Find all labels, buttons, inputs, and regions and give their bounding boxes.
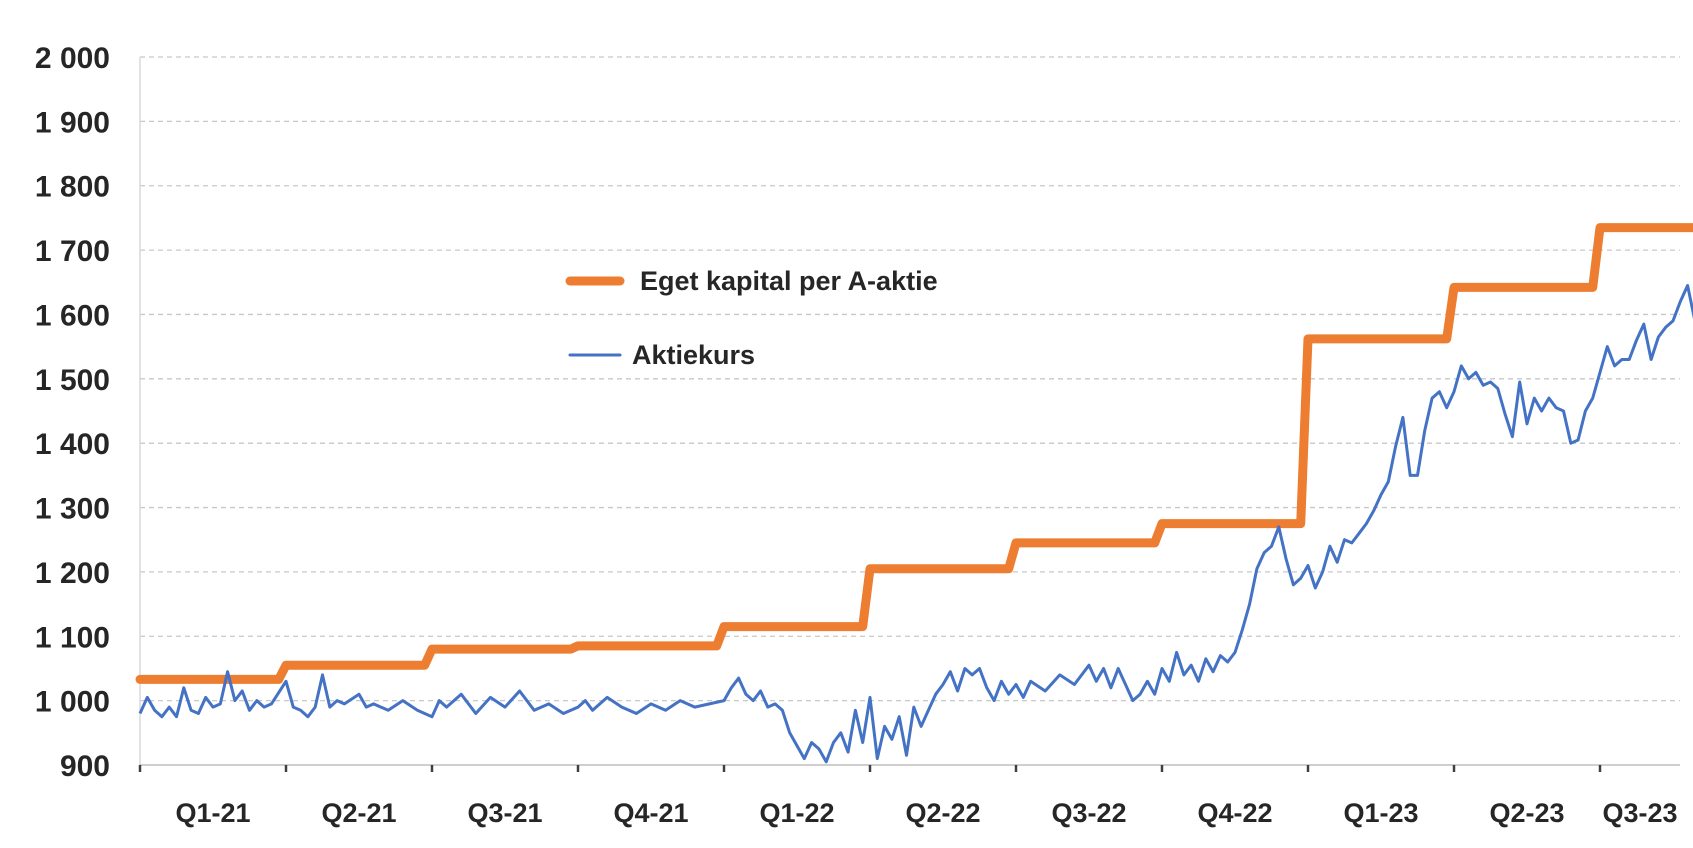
legend: Eget kapital per A-aktie Aktiekurs: [565, 266, 938, 370]
series-line-share-price: [138, 284, 1693, 764]
legend-label: Aktiekurs: [632, 340, 755, 370]
x-tick-label: Q4-22: [1197, 798, 1272, 828]
x-tick-label: Q2-22: [905, 798, 980, 828]
y-tick-label: 1 900: [35, 106, 110, 139]
axes: [138, 57, 1680, 772]
x-tick-label: Q3-21: [467, 798, 542, 828]
y-tick-label: 2 000: [35, 42, 110, 75]
x-tick-label: Q1-22: [759, 798, 834, 828]
x-axis-tick-labels: Q1-21 Q2-21 Q3-21 Q4-21 Q1-22 Q2-22 Q3-22 Q4-22…: [175, 798, 1677, 828]
y-tick-label: 1 200: [35, 557, 110, 590]
gridlines: [140, 56, 1680, 702]
series-line-equity: [135, 223, 1693, 684]
legend-label: Eget kapital per A-aktie: [640, 266, 938, 296]
y-tick-label: 1 400: [35, 428, 110, 461]
y-tick-label: 1 100: [35, 621, 110, 654]
x-tick-label: Q1-21: [175, 798, 250, 828]
y-axis-tick-labels: 900 1 000 1 100 1 200 1 300 1 400 1 500 1 600 1 …: [35, 42, 110, 783]
x-tick-label: Q2-23: [1489, 798, 1564, 828]
x-tick-label: Q1-23: [1343, 798, 1418, 828]
x-tick-label: Q3-23: [1602, 798, 1677, 828]
y-tick-label: 1 800: [35, 171, 110, 204]
y-tick-label: 1 700: [35, 235, 110, 268]
x-tick-label: Q3-22: [1051, 798, 1126, 828]
x-tick-label: Q4-21: [613, 798, 688, 828]
y-tick-label: 1 600: [35, 299, 110, 332]
x-tick-label: Q2-21: [321, 798, 396, 828]
series-lines: [135, 223, 1693, 764]
y-tick-label: 1 300: [35, 493, 110, 526]
y-tick-label: 1 500: [35, 364, 110, 397]
y-tick-label: 900: [60, 750, 110, 783]
y-tick-label: 1 000: [35, 686, 110, 719]
